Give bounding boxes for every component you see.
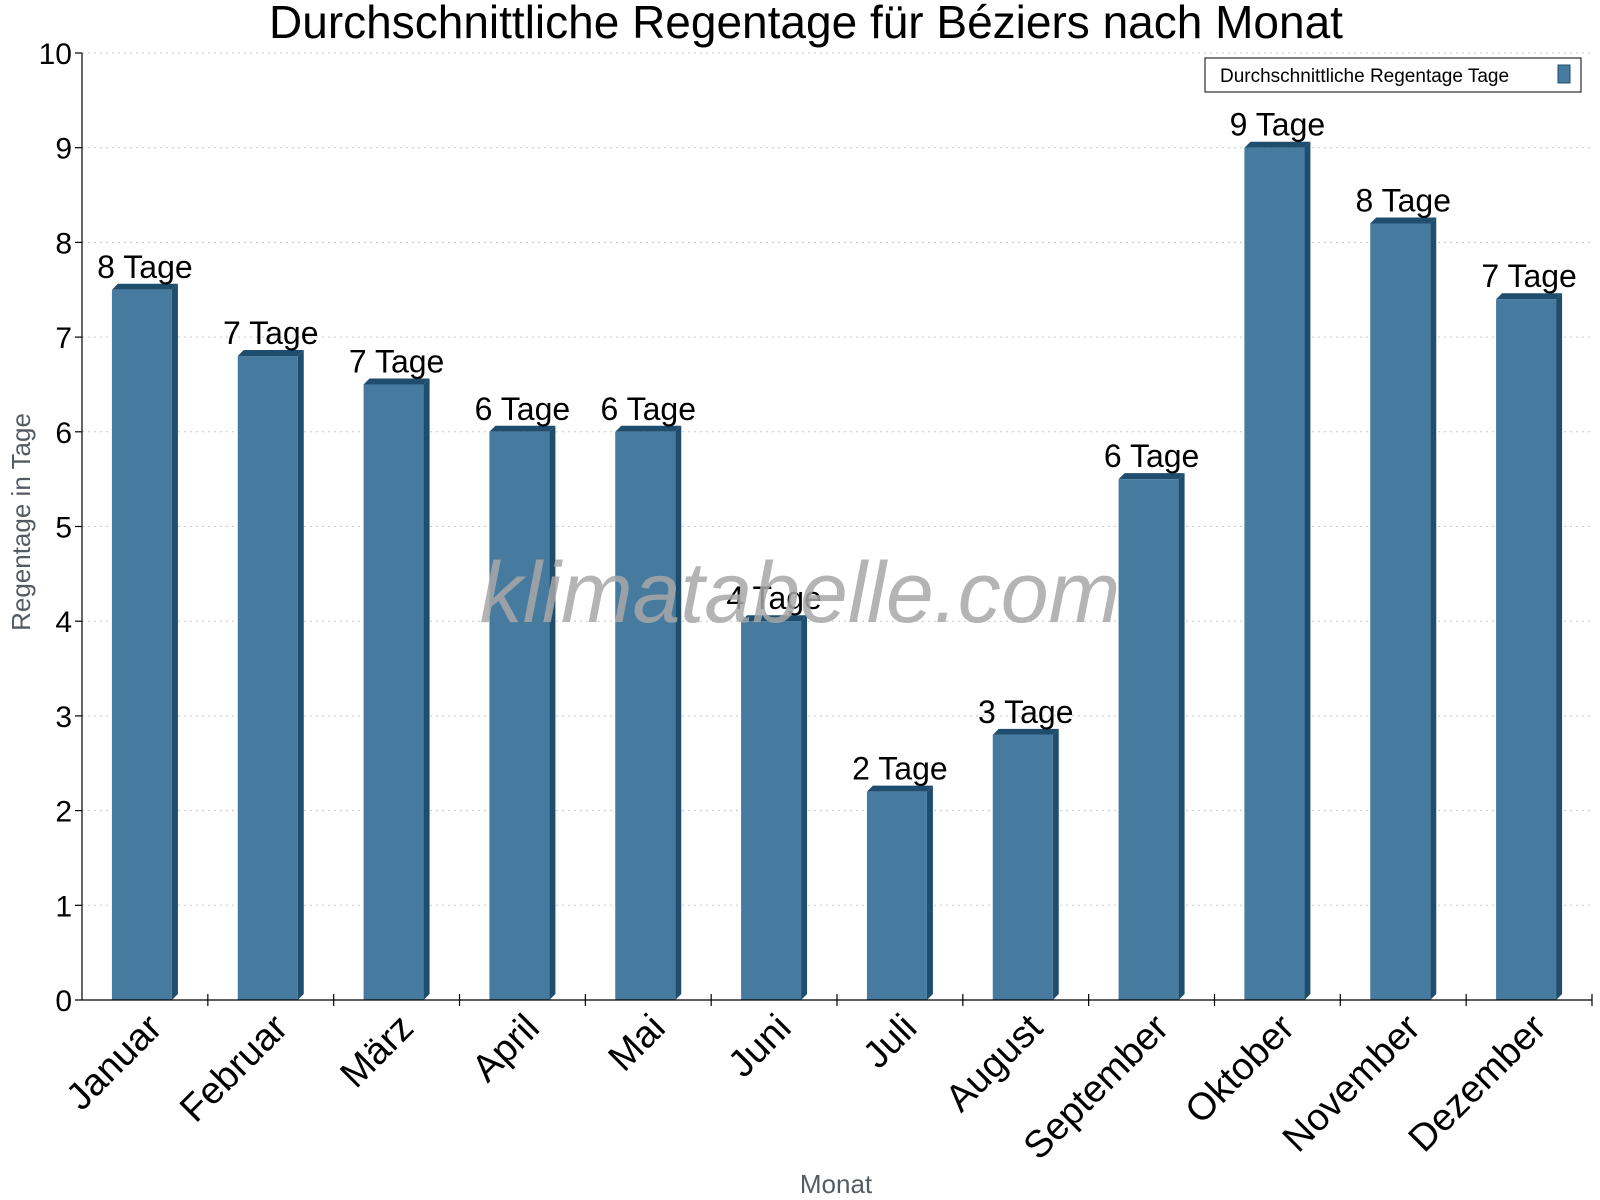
bar-side — [171, 283, 178, 1000]
bar-side — [1052, 728, 1059, 1000]
bar-top — [1370, 217, 1437, 224]
bar-side — [1556, 293, 1563, 1001]
x-tick-label: Januar — [58, 1006, 170, 1118]
grid-lines — [82, 52, 1592, 906]
bar — [741, 615, 808, 1000]
bar-face — [237, 356, 298, 1000]
bar-top — [1118, 473, 1185, 480]
bar-top — [866, 785, 933, 792]
bar — [1118, 473, 1185, 1000]
bar — [992, 728, 1059, 1000]
bar-face — [363, 384, 424, 1000]
bar-side — [675, 425, 682, 1000]
data-label: 7 Tage — [1481, 258, 1577, 294]
bar — [363, 378, 430, 1000]
bar-face — [866, 791, 927, 1000]
data-label: 6 Tage — [475, 391, 571, 427]
data-label: 6 Tage — [601, 391, 697, 427]
bar-side — [801, 615, 808, 1000]
x-tick-label: März — [333, 1007, 422, 1096]
x-tick-label: April — [464, 1007, 547, 1090]
x-tick-label: Februar — [172, 1006, 296, 1130]
data-labels: 8 Tage 7 Tage 7 Tage 6 Tage 6 Tage 4 Tage 2 Ta… — [97, 107, 1577, 787]
bar-side — [549, 425, 556, 1000]
legend: Durchschnittliche Regentage Tage — [1204, 57, 1582, 93]
y-tick-label: 4 — [55, 606, 72, 639]
legend-swatch — [1557, 64, 1571, 84]
data-label: 7 Tage — [223, 315, 319, 351]
bar-side — [1304, 141, 1311, 1000]
bar-side — [926, 785, 933, 1000]
bar — [111, 283, 178, 1000]
bar-side — [297, 350, 304, 1000]
y-tick-label: 1 — [55, 890, 72, 923]
bar-top — [111, 283, 178, 290]
x-tick-label: Juli — [855, 1007, 925, 1077]
legend-box — [1204, 57, 1582, 93]
y-tick-label: 6 — [55, 417, 72, 450]
x-tick-label: Mai — [601, 1007, 674, 1080]
y-tick-label: 7 — [55, 322, 72, 355]
bar-top — [992, 728, 1059, 735]
chart-title: Durchschnittliche Regentage für Béziers … — [269, 0, 1343, 48]
y-tick-label: 8 — [55, 227, 72, 260]
bar-face — [489, 431, 550, 1000]
data-label: 3 Tage — [978, 694, 1074, 730]
bar-face — [615, 431, 676, 1000]
bar-top — [489, 425, 556, 432]
bar — [1496, 293, 1563, 1001]
bar-face — [1370, 223, 1431, 1000]
x-tick-label: Oktober — [1178, 1006, 1304, 1132]
x-tick-label: November — [1275, 1006, 1429, 1160]
bar-face — [1118, 479, 1179, 1000]
bar-top — [1244, 141, 1311, 148]
watermark: klimatabelle.com — [480, 545, 1120, 641]
legend-label: Durchschnittliche Regentage Tage — [1220, 66, 1509, 87]
bar — [615, 425, 682, 1000]
x-tick-labels: Januar Februar März April Mai Juni Juli AugustS… — [58, 1006, 1554, 1167]
y-tick-label: 0 — [55, 985, 72, 1018]
x-tick-label: Dezember — [1401, 1006, 1555, 1160]
bar-side — [1430, 217, 1437, 1000]
bar — [489, 425, 556, 1000]
bar-face — [992, 734, 1053, 1000]
y-tick-labels: 0 1 2 3 4 5 6 7 8 9 10 — [39, 38, 72, 1018]
bar-face — [1244, 147, 1305, 1000]
bar-side — [1178, 473, 1185, 1000]
y-tick-label: 9 — [55, 133, 72, 166]
x-tick-label: Juni — [720, 1007, 799, 1086]
y-tick-label: 10 — [39, 38, 72, 71]
y-tick-label: 3 — [55, 701, 72, 734]
bar-face — [111, 289, 172, 1000]
bar-side — [423, 378, 430, 1000]
data-label: 8 Tage — [1356, 182, 1452, 218]
x-tick-label: August — [938, 1006, 1052, 1120]
data-label: 7 Tage — [349, 343, 445, 379]
bar — [1370, 217, 1437, 1000]
bar — [866, 785, 933, 1000]
y-tick-label: 5 — [55, 512, 72, 545]
data-label: 6 Tage — [1104, 438, 1200, 474]
data-label: 2 Tage — [852, 751, 948, 787]
data-label: 4 Tage — [726, 580, 822, 616]
data-label: 9 Tage — [1230, 107, 1326, 143]
data-label: 8 Tage — [97, 249, 193, 285]
bar-top — [741, 615, 808, 622]
x-axis-label: Monat — [800, 1169, 873, 1199]
bar — [237, 350, 304, 1000]
bar-top — [1496, 293, 1563, 300]
bar-top — [363, 378, 430, 385]
bar-top — [615, 425, 682, 432]
bar-top — [237, 350, 304, 357]
bar-face — [1496, 299, 1557, 1001]
axes — [75, 52, 1593, 1006]
y-axis-label: Regentage in Tage — [6, 413, 36, 631]
bar — [1244, 141, 1311, 1000]
bar-face — [741, 621, 802, 1000]
y-tick-label: 2 — [55, 796, 72, 829]
bars — [111, 141, 1563, 1001]
